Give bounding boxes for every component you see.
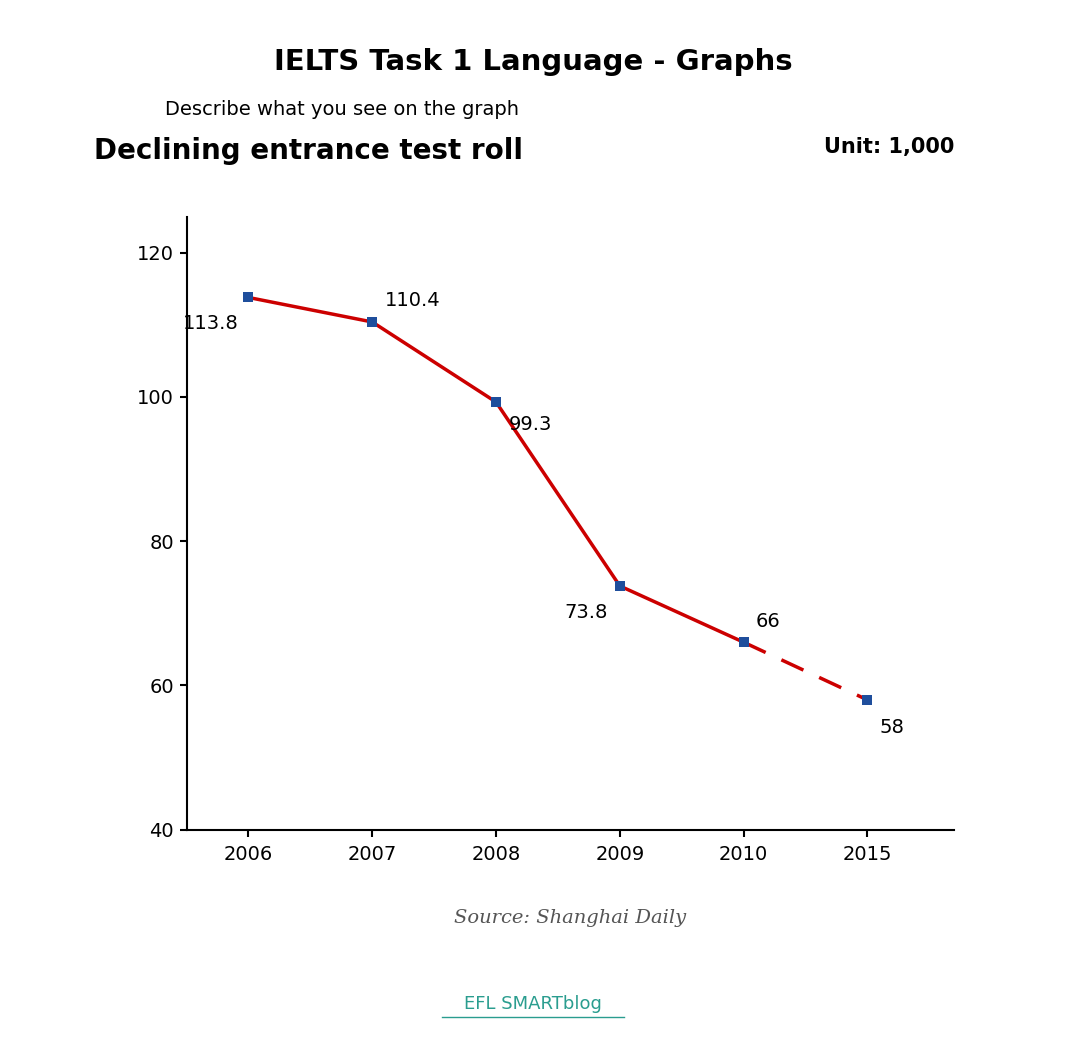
Text: 113.8: 113.8 [182,314,239,333]
Text: 58: 58 [879,718,905,737]
Text: Unit: 1,000: Unit: 1,000 [824,137,954,157]
Text: Declining entrance test roll: Declining entrance test roll [95,137,523,165]
Text: Source: Shanghai Daily: Source: Shanghai Daily [454,909,687,927]
Text: 66: 66 [756,612,780,631]
Text: EFL SMARTblog: EFL SMARTblog [464,995,602,1013]
Text: 73.8: 73.8 [564,602,608,622]
Text: IELTS Task 1 Language - Graphs: IELTS Task 1 Language - Graphs [274,48,792,75]
Text: 99.3: 99.3 [508,415,552,434]
Text: 110.4: 110.4 [385,292,440,311]
Text: Describe what you see on the graph: Describe what you see on the graph [165,100,519,119]
